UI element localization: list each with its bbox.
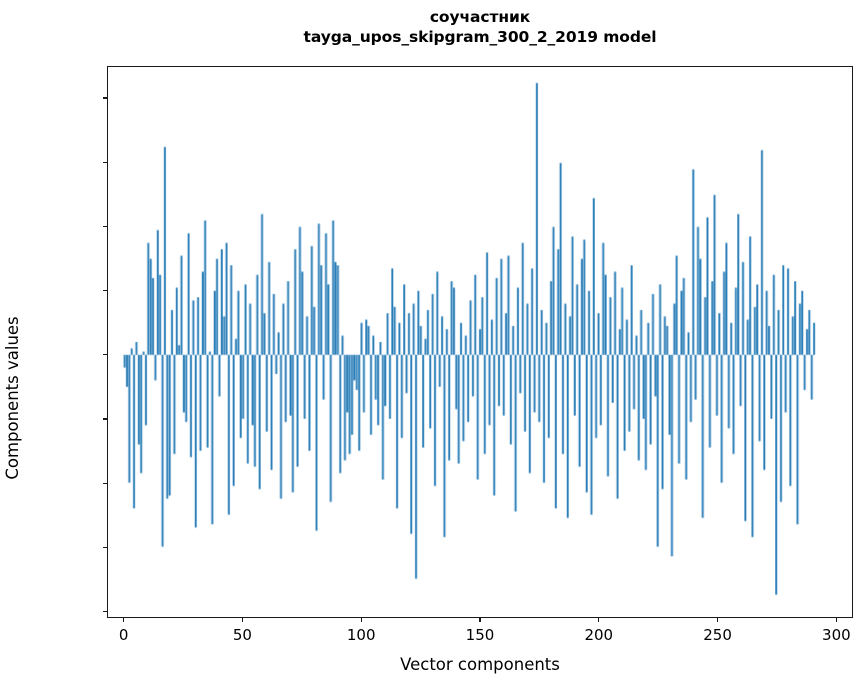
y-tick-mark: [102, 97, 107, 99]
plot-axes: [107, 66, 853, 618]
chart-title-line-2: tayga_upos_skipgram_300_2_2019 model: [303, 27, 657, 46]
y-axis-label: Components values: [0, 0, 22, 479]
x-tick-mark: [360, 618, 362, 623]
x-axis-label-text: Vector components: [400, 655, 560, 674]
x-tick-mark: [479, 618, 481, 623]
x-tick-label: 300: [822, 626, 851, 644]
x-tick-label: 100: [346, 626, 376, 644]
y-tick-mark: [102, 482, 107, 484]
y-tick-mark: [102, 290, 107, 292]
y-axis-label-text: Components values: [3, 316, 22, 480]
x-tick-label: 150: [465, 626, 495, 644]
x-tick-mark: [716, 618, 719, 623]
x-tick-mark: [122, 618, 125, 623]
bar-series-canvas: [108, 67, 852, 617]
y-tick-mark: [102, 161, 107, 163]
y-tick-mark: [102, 546, 107, 549]
y-tick-mark: [102, 418, 107, 420]
x-tick-mark: [598, 618, 600, 623]
x-axis-label: Vector components: [107, 655, 853, 674]
x-tick-label: 200: [584, 626, 614, 644]
x-tick-label: 0: [118, 626, 129, 644]
x-tick-mark: [241, 618, 244, 623]
x-tick-mark: [835, 618, 838, 623]
y-tick-mark: [102, 354, 107, 356]
x-tick-label: 250: [703, 626, 732, 644]
y-tick-mark: [102, 225, 107, 228]
x-tick-label: 50: [232, 626, 252, 644]
chart-title: соучастник tayga_upos_skipgram_300_2_201…: [107, 8, 853, 48]
y-tick-mark: [102, 610, 107, 613]
chart-title-line-1: соучастник: [429, 8, 531, 26]
